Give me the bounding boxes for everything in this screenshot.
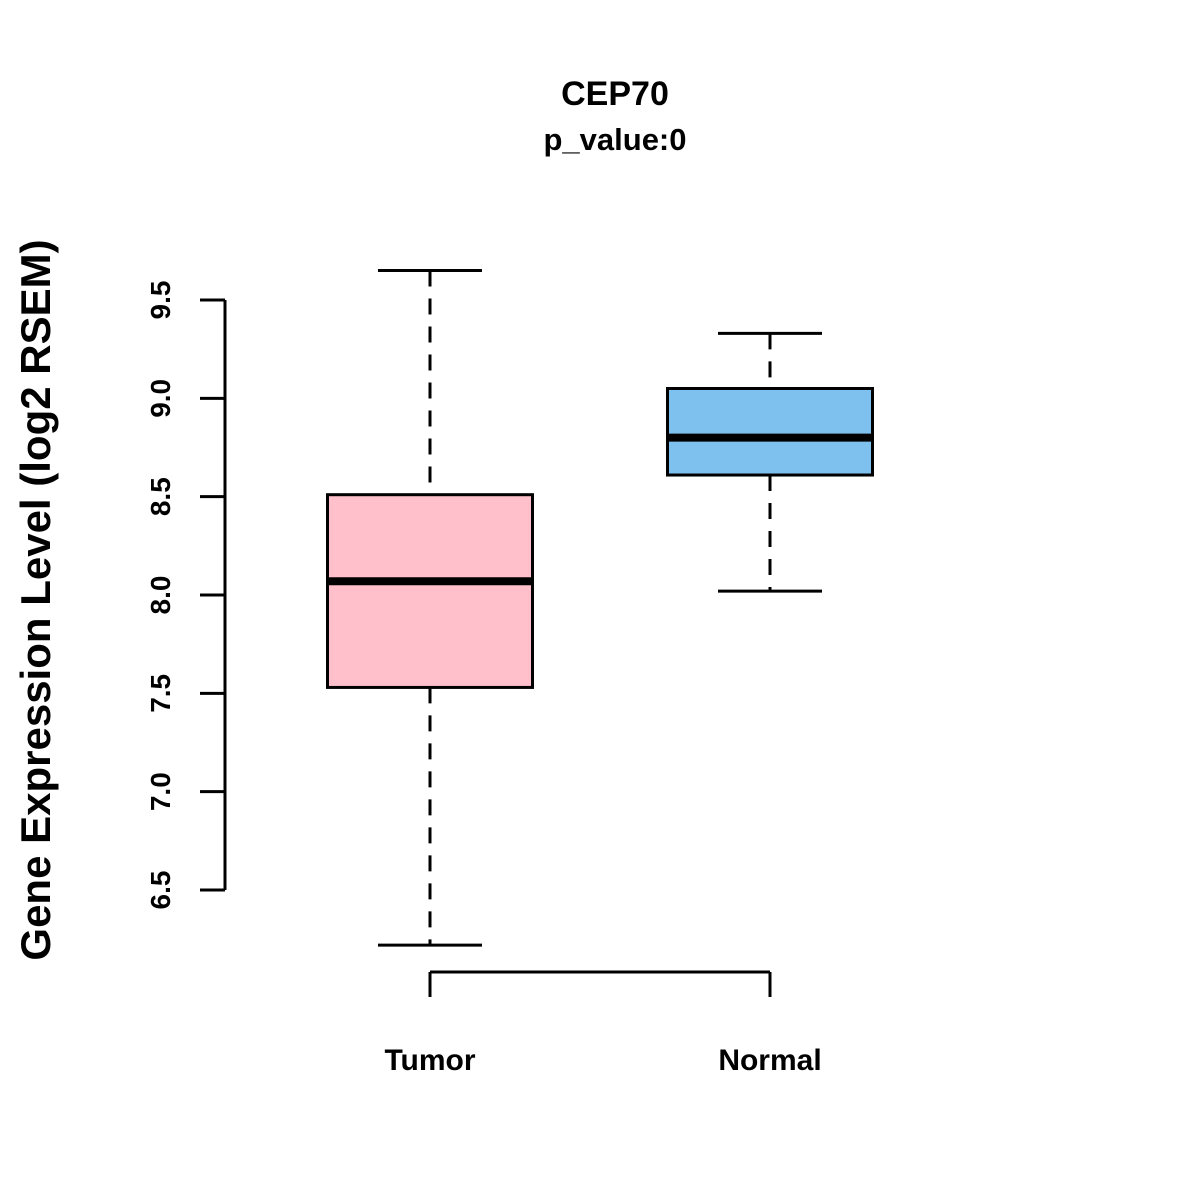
- y-tick-label: 9.0: [145, 379, 176, 418]
- y-tick-label: 6.5: [145, 871, 176, 910]
- chart-title: CEP70: [561, 75, 669, 113]
- box-normal: [666, 387, 874, 477]
- y-tick-label: 8.5: [145, 477, 176, 516]
- category-label-tumor: Tumor: [384, 1044, 475, 1077]
- category-label-normal: Normal: [718, 1044, 821, 1077]
- y-tick-label: 7.5: [145, 674, 176, 713]
- y-tick-label: 9.5: [145, 281, 176, 320]
- y-tick-label: 8.0: [145, 576, 176, 615]
- y-tick-label: 7.0: [145, 772, 176, 811]
- box-tumor: [326, 493, 534, 689]
- chart-subtitle: p_value:0: [543, 122, 687, 157]
